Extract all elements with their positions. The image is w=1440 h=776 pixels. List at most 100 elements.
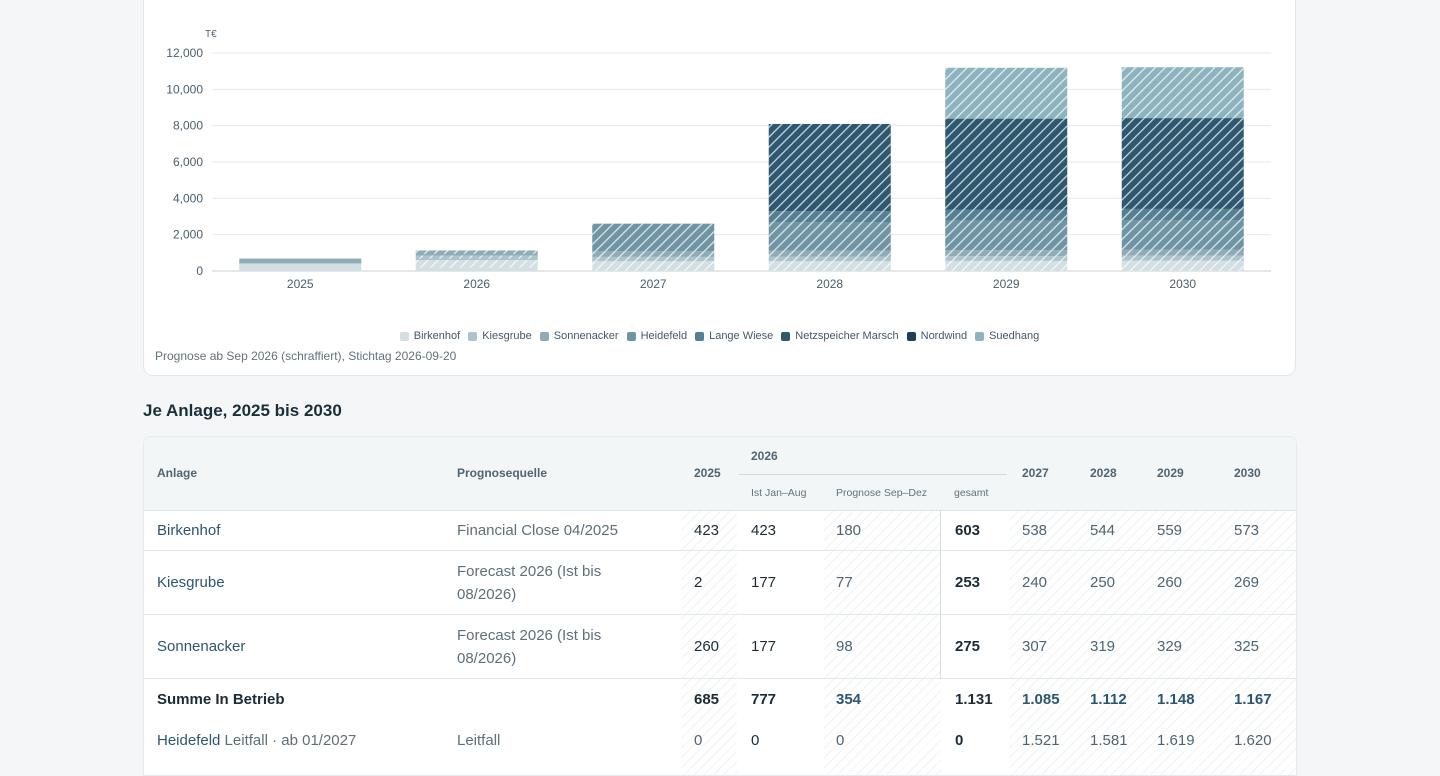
header-ist[interactable]: Ist Jan–Aug (751, 487, 807, 499)
sum-2027: 1.085 (1022, 690, 1060, 708)
plant-table: Anlage Prognosequelle 2025 2026 Ist Jan–… (143, 436, 1297, 776)
cell-2027: 240 (1022, 574, 1048, 591)
cell-2030: 269 (1234, 574, 1260, 591)
row-source: Forecast 2026 (Ist bis 08/2026) (457, 562, 602, 603)
cell-2029: 1.619 (1157, 731, 1195, 749)
legend-item[interactable]: Netzspeicher Marsch (781, 330, 899, 342)
cell-prognose: 180 (836, 521, 862, 539)
bar-segment-forecast-hatch (945, 118, 1068, 210)
bar-segment[interactable] (239, 263, 362, 264)
section-title: Je Anlage, 2025 bis 2030 (143, 401, 342, 420)
legend-label: Nordwind (920, 330, 968, 342)
bar-segment-forecast-hatch (592, 223, 715, 252)
gesamt-divider (940, 510, 941, 679)
bar-segment-forecast-hatch (592, 256, 715, 262)
sum-label: Summe In Betrieb (157, 690, 285, 708)
y-tick-label: 4,000 (173, 191, 203, 205)
legend-label: Lange Wiese (709, 330, 774, 342)
x-tick-label: 2030 (1169, 277, 1196, 291)
sum-gesamt: 1.131 (955, 690, 993, 708)
legend-item[interactable]: Lange Wiese (695, 330, 773, 342)
sum-prognose: 354 (836, 690, 862, 708)
hatch-prognose (824, 510, 941, 775)
bar-segment-forecast-hatch (1121, 220, 1244, 250)
y-tick-label: 10,000 (166, 82, 203, 96)
cell-2025: 0 (694, 731, 703, 749)
header-gesamt[interactable]: gesamt (954, 487, 989, 499)
bar-segment-forecast-hatch (768, 222, 891, 251)
table-row[interactable]: Kiesgrube Forecast 2026 (Ist bis 08/2026… (144, 551, 1296, 615)
bar-segment-forecast-hatch (768, 250, 891, 257)
legend-label: Birkenhof (413, 330, 461, 342)
bar-segment-forecast-hatch (1121, 249, 1244, 256)
legend-item[interactable]: Birkenhof (399, 330, 461, 342)
header-2029[interactable]: 2029 (1157, 466, 1184, 480)
bar-segment-forecast-hatch (945, 250, 1068, 257)
table-row[interactable]: Sonnenacker Forecast 2026 (Ist bis 08/20… (144, 615, 1296, 679)
legend-swatch (781, 331, 791, 341)
bar-segment[interactable] (239, 263, 362, 271)
legend-swatch (906, 331, 916, 341)
legend-item[interactable]: Sonnenacker (539, 330, 619, 342)
bar-segment-forecast-hatch (1121, 255, 1244, 261)
cell-2025: 423 (694, 521, 720, 539)
cell-prognose: 77 (836, 574, 853, 591)
header-prognosequelle[interactable]: Prognosequelle (457, 466, 548, 480)
bar-segment[interactable] (239, 258, 362, 264)
row-name[interactable]: Birkenhof (157, 521, 221, 539)
header-anlage[interactable]: Anlage (157, 466, 198, 480)
y-unit-label: T€ (205, 29, 217, 40)
bar-segment-forecast-hatch (415, 255, 538, 259)
row-name[interactable]: Kiesgrube (157, 574, 225, 591)
cell-ist: 177 (751, 638, 777, 655)
chart-note: Prognose ab Sep 2026 (schraffiert), Stic… (155, 349, 457, 363)
cell-2028: 544 (1090, 521, 1116, 539)
bar-segment-forecast-hatch (768, 123, 891, 212)
row-name-group[interactable]: Heidefeld Leitfall · ab 01/2027 (157, 720, 356, 760)
row-name[interactable]: Sonnenacker (157, 638, 246, 655)
legend-item[interactable]: Suedhang (975, 330, 1039, 342)
sum-2028: 1.112 (1090, 690, 1127, 708)
sum-ist: 777 (751, 690, 777, 708)
cell-2028: 250 (1090, 574, 1116, 591)
cell-2029: 329 (1157, 638, 1183, 655)
legend-swatch (539, 331, 549, 341)
legend-swatch (975, 331, 985, 341)
cell-prognose: 0 (836, 731, 845, 749)
bar-segment-forecast-hatch (1121, 208, 1244, 221)
legend-swatch (695, 331, 705, 341)
legend-item[interactable]: Nordwind (906, 330, 968, 342)
legend-item[interactable]: Kiesgrube (468, 330, 532, 342)
table-row[interactable]: Birkenhof Financial Close 04/2025 423 42… (144, 510, 1296, 551)
hatch-2025 (681, 510, 737, 775)
bar-segment-forecast-hatch (945, 220, 1068, 251)
bar-segment-forecast-hatch (1121, 118, 1244, 209)
legend-item[interactable]: Heidefeld (626, 330, 687, 342)
header-2027[interactable]: 2027 (1022, 466, 1049, 480)
cell-2027: 307 (1022, 638, 1048, 655)
header-2026-divider (739, 474, 1007, 475)
stacked-bar-chart: T€ 0 2,000 4,000 6,000 8,000 10,000 12,000 202… (166, 29, 1271, 291)
sum-2030: 1.167 (1234, 690, 1272, 708)
header-2030[interactable]: 2030 (1234, 466, 1261, 480)
header-2026[interactable]: 2026 (751, 449, 778, 463)
hatch-future-years (1009, 510, 1296, 775)
cell-2029: 559 (1157, 521, 1183, 539)
header-prognose[interactable]: Prognose Sep–Dez (836, 487, 928, 499)
legend-swatch (626, 331, 636, 341)
y-tick-label: 0 (196, 264, 203, 278)
cell-2027: 538 (1022, 521, 1048, 539)
legend-label: Netzspeicher Marsch (795, 330, 899, 342)
header-2025[interactable]: 2025 (694, 466, 721, 480)
sum-2029: 1.148 (1157, 690, 1195, 708)
cell-2030: 325 (1234, 638, 1260, 655)
table-row[interactable]: Heidefeld Leitfall · ab 01/2027 Leitfall… (144, 720, 1296, 760)
row-name[interactable]: Heidefeld (157, 731, 221, 749)
bar-segment-forecast-hatch (415, 250, 538, 254)
cell-ist: 0 (751, 731, 760, 749)
bar-segment-forecast-hatch (1121, 260, 1244, 271)
legend-label: Sonnenacker (553, 330, 619, 342)
bar-segment-forecast-hatch (1121, 67, 1244, 119)
header-2028[interactable]: 2028 (1090, 466, 1117, 480)
x-tick-label: 2028 (816, 277, 843, 291)
